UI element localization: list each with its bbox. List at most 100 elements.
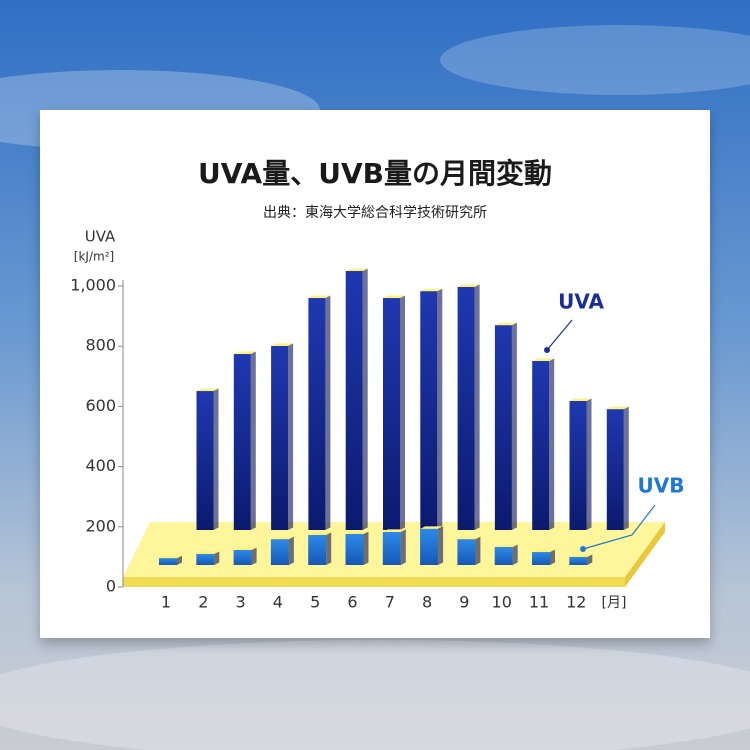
callout-line [582,504,656,550]
x-tick-label: 5 [310,593,320,612]
y-tick-label: 0 [106,577,116,596]
y-tick-label: 200 [85,516,116,535]
x-tick-label: 8 [422,593,432,612]
bar-side [363,531,369,565]
bar-front [532,360,550,530]
bar-side [587,554,593,565]
bar-front [606,409,624,530]
bar-front [532,552,550,565]
bar-side [511,322,517,530]
bar-cap [345,531,369,534]
bar-front [383,298,400,530]
bar-side [549,358,555,530]
chart-title: UVA量、UVB量の月間変動 [198,157,552,190]
y-tick-label: 600 [85,396,116,415]
bar-front [270,539,289,565]
series-label: UVB [638,474,685,498]
bar-front [196,391,214,530]
bar-cap [420,288,443,292]
x-tick-label: 1 [161,593,171,612]
bar-cap [308,532,332,535]
bar-front [196,553,215,565]
x-tick-label: 2 [198,593,208,612]
cloud [440,25,750,95]
bar-side [362,268,368,530]
platform-front [123,577,625,587]
bar-front [457,286,475,530]
bar-side [326,532,332,565]
bar-front [494,546,513,565]
bar-cap [382,529,406,532]
bar-side [288,343,294,530]
bar-side [325,295,331,530]
bar-cap [383,295,405,299]
series-label: UVA [558,290,604,314]
bar-side [586,398,592,530]
y-axis-unit: [kJ/m²] [74,250,114,264]
bar-cap [196,388,219,392]
bar-front [345,270,363,530]
x-axis-unit: [月] [602,595,627,611]
bar-front [457,539,476,565]
bar-side [400,529,406,565]
bar-cap [569,398,592,401]
bar-cap [159,555,182,559]
y-tick-label: 400 [85,456,116,475]
x-tick-label: 9 [459,593,469,612]
bar-cap [270,536,294,540]
bar-side [512,544,518,565]
y-tick-label: 1,000 [70,276,116,295]
bar-cap [420,526,444,529]
y-axis-label: UVA [85,228,116,246]
bar-cap [457,284,480,287]
bar-front [308,534,327,565]
bar-front [420,291,438,530]
x-tick-label: 6 [347,593,357,612]
bar-side [400,295,405,530]
bar-side [437,288,443,530]
bar-front [345,533,364,565]
bar-side [438,526,444,565]
bar-cap [569,554,593,557]
y-tick-label: 800 [85,336,116,355]
bar-cap [532,358,555,361]
bar-front [382,531,401,565]
bar-side [474,284,480,530]
bar-cap [233,547,257,550]
bar-cap [345,268,368,271]
bar-front [271,345,289,530]
bar-side [550,549,555,565]
platform-side [625,522,665,587]
bar-cap [233,351,256,355]
bar-front [494,325,512,530]
x-tick-label: 3 [236,593,246,612]
x-tick-label: 12 [566,593,586,612]
bar-front [569,400,587,530]
bar-side [288,536,294,565]
bar-side [250,351,256,530]
bar-cap [457,536,481,540]
bar-cap [271,343,294,346]
bar-cap [532,549,555,553]
bar-side [213,388,219,530]
bar-front [569,556,588,565]
x-tick-label: 4 [273,593,283,612]
x-tick-label: 11 [529,593,549,612]
bar-side [177,555,182,565]
bar-front [233,354,251,530]
bar-cap [494,322,517,326]
bar-front [159,558,177,565]
bar-side [623,406,629,530]
bar-cap [196,551,220,554]
bar-side [214,551,220,565]
bar-cap [494,544,518,547]
callout-dot [580,546,586,552]
x-tick-label: 7 [385,593,395,612]
bar-side [251,547,257,565]
cloud [0,640,750,750]
bar-front [233,549,252,565]
callout-line [546,319,573,351]
bar-front [308,298,326,530]
bar-front [420,528,439,565]
